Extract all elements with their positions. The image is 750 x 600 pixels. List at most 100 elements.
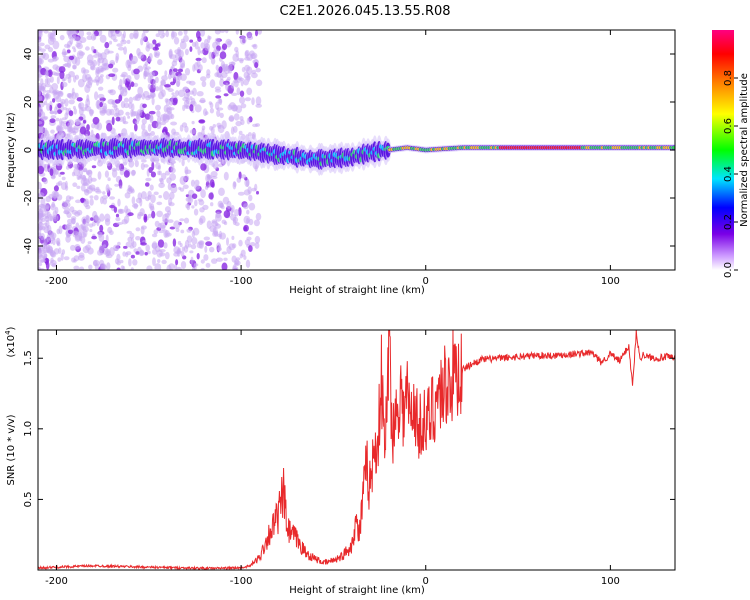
noise-speckle <box>244 239 251 246</box>
noise-speckle <box>158 195 162 199</box>
noise-speckle <box>238 130 243 136</box>
noise-speckle <box>47 58 55 63</box>
noise-speckle <box>121 219 128 225</box>
noise-speckle <box>91 235 97 240</box>
noise-speckle <box>252 43 258 50</box>
noise-speckle <box>126 59 132 67</box>
noise-speckle <box>185 97 190 105</box>
noise-speckle <box>92 54 100 58</box>
noise-speckle <box>73 167 80 177</box>
noise-speckle <box>117 46 125 51</box>
noise-speckle <box>131 103 135 112</box>
noise-speckle <box>173 68 178 73</box>
noise-speckle <box>114 183 120 187</box>
noise-speckle <box>70 244 76 251</box>
noise-speckle <box>46 103 51 111</box>
noise-speckle <box>249 50 255 57</box>
noise-speckle <box>68 55 75 61</box>
noise-speckle <box>257 30 262 35</box>
noise-speckle <box>134 72 140 80</box>
noise-speckle <box>240 103 247 109</box>
y-tick-label: -40 <box>23 238 34 254</box>
noise-speckle <box>87 241 92 245</box>
noise-speckle <box>177 68 183 73</box>
noise-speckle <box>93 195 99 201</box>
noise-speckle <box>155 76 159 84</box>
noise-speckle <box>80 231 87 238</box>
colorbar-tick-label: 0.0 <box>723 262 734 278</box>
noise-speckle <box>152 257 156 266</box>
noise-speckle <box>132 259 138 266</box>
noise-speckle <box>219 51 227 60</box>
noise-speckle <box>130 188 135 194</box>
noise-speckle <box>68 99 75 105</box>
noise-speckle <box>115 213 120 218</box>
noise-speckle <box>234 222 240 227</box>
noise-speckle <box>239 35 247 45</box>
noise-speckle <box>52 89 60 95</box>
noise-speckle <box>254 183 258 192</box>
noise-speckle <box>119 78 123 88</box>
noise-speckle <box>170 167 176 174</box>
noise-speckle <box>38 267 42 270</box>
noise-speckle <box>255 103 262 108</box>
noise-speckle <box>89 228 93 233</box>
noise-speckle <box>99 224 104 233</box>
noise-speckle <box>76 209 83 216</box>
noise-speckle <box>38 165 45 175</box>
noise-speckle <box>142 90 150 98</box>
noise-speckle <box>246 31 253 37</box>
noise-speckle <box>228 115 235 122</box>
noise-speckle <box>106 160 111 167</box>
noise-speckle <box>85 214 89 221</box>
noise-speckle <box>52 56 59 61</box>
noise-speckle <box>60 120 65 127</box>
noise-speckle <box>122 115 127 124</box>
noise-speckle <box>200 189 206 199</box>
noise-speckle <box>40 259 46 263</box>
noise-speckle <box>180 261 187 269</box>
noise-speckle <box>199 119 205 123</box>
noise-speckle <box>169 191 175 200</box>
noise-speckle <box>106 262 111 270</box>
noise-speckle <box>135 251 140 255</box>
noise-speckle <box>234 209 240 217</box>
noise-speckle <box>175 259 179 266</box>
noise-speckle <box>191 120 195 125</box>
noise-speckle <box>78 51 86 56</box>
x-tick-label: 0 <box>423 276 429 287</box>
noise-speckle <box>48 213 53 222</box>
noise-speckle <box>218 187 225 196</box>
noise-speckle <box>231 92 238 97</box>
y-tick-label: 1.5 <box>23 350 34 366</box>
noise-speckle <box>65 235 71 243</box>
noise-speckle <box>89 198 94 206</box>
noise-speckle <box>122 251 126 257</box>
noise-speckle <box>146 265 153 270</box>
noise-speckle <box>200 163 207 171</box>
colorbar-tick-label: 0.4 <box>723 166 734 182</box>
noise-speckle <box>38 106 41 111</box>
noise-speckle <box>117 208 124 214</box>
noise-speckle <box>191 237 198 245</box>
noise-speckle <box>68 110 74 117</box>
noise-speckle <box>127 115 131 119</box>
noise-speckle <box>186 91 191 97</box>
noise-speckle <box>47 31 54 40</box>
noise-speckle <box>150 92 156 98</box>
noise-speckle <box>76 43 83 50</box>
noise-speckle <box>86 124 90 131</box>
noise-speckle <box>141 123 146 131</box>
noise-speckle <box>113 206 118 213</box>
noise-speckle <box>163 191 170 200</box>
noise-speckle <box>109 108 115 116</box>
noise-speckle <box>92 59 98 67</box>
noise-speckle <box>38 45 42 51</box>
noise-speckle <box>164 170 171 176</box>
noise-speckle <box>71 35 77 40</box>
noise-speckle <box>80 223 86 230</box>
noise-speckle <box>177 247 182 254</box>
noise-speckle <box>151 242 158 249</box>
noise-speckle <box>141 32 146 41</box>
noise-speckle <box>86 54 94 64</box>
